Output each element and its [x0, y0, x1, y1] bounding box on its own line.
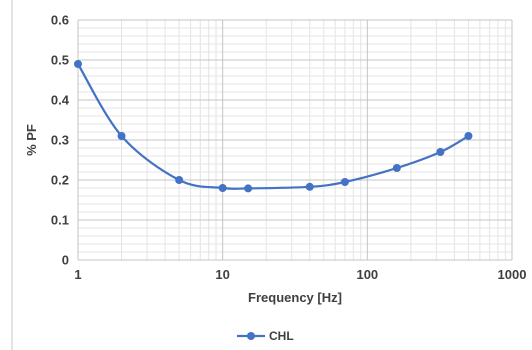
x-axis-title: Frequency [Hz]: [248, 290, 342, 305]
data-point-marker: [464, 132, 473, 140]
y-tick-label: 0.6: [51, 13, 69, 28]
y-axis-title: % PF: [24, 124, 39, 156]
data-point-marker: [305, 182, 314, 191]
data-point-marker: [244, 184, 253, 193]
y-tick-label: 0: [62, 253, 69, 268]
legend-swatch-marker: [247, 332, 255, 340]
legend: CHL: [237, 329, 294, 343]
data-point-marker: [175, 176, 184, 184]
y-tick-label: 0.5: [51, 53, 69, 68]
series-line-chl: [77, 63, 470, 190]
x-tick-label: 100: [356, 267, 378, 282]
data-point-marker: [74, 60, 82, 68]
data-point-marker: [436, 148, 445, 156]
y-tick-label: 0.1: [51, 213, 69, 228]
legend-label-chl: CHL: [269, 329, 294, 343]
data-point-marker: [117, 132, 126, 140]
x-tick-label: 1: [74, 267, 81, 282]
x-tick-label: 1000: [498, 267, 527, 282]
data-point-marker: [392, 164, 401, 172]
major-gridlines: [77, 19, 513, 261]
x-tick-label: 10: [215, 267, 229, 282]
data-point-marker: [218, 184, 227, 192]
y-tick-label: 0.4: [51, 93, 70, 108]
data-point-marker: [340, 178, 349, 186]
y-tick-label: 0.3: [51, 133, 69, 148]
series-markers-chl: [74, 60, 473, 193]
x-axis-tick-labels: 1 10 100 1000: [74, 267, 526, 282]
y-axis-tick-labels: 0 0.1 0.2 0.3 0.4 0.5 0.6: [51, 13, 70, 268]
y-tick-label: 0.2: [51, 173, 69, 188]
